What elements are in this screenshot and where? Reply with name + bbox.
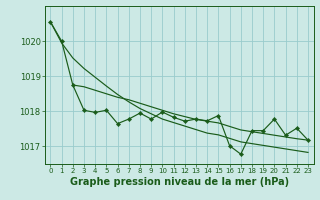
X-axis label: Graphe pression niveau de la mer (hPa): Graphe pression niveau de la mer (hPa) [70,177,289,187]
